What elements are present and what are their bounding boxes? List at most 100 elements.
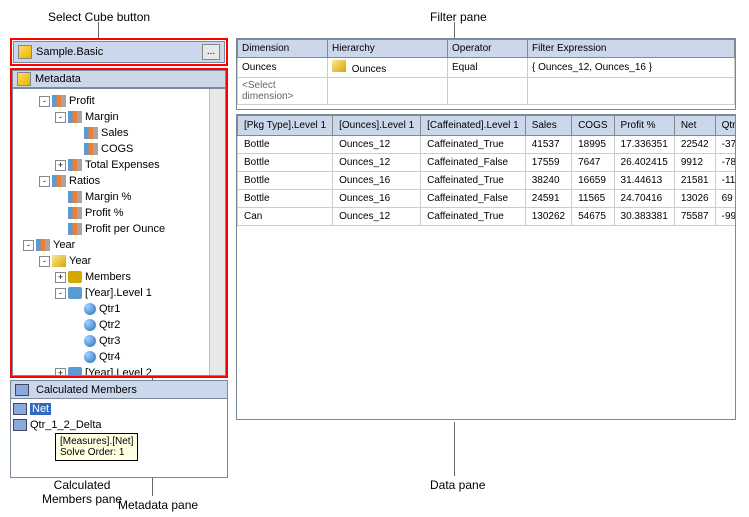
tree-node[interactable]: Qtr3 [13, 333, 225, 349]
i-dots-y-icon [68, 271, 82, 283]
tree-node[interactable]: COGS [13, 141, 225, 157]
table-row[interactable]: BottleOunces_16Caffeinated_True382401665… [238, 172, 737, 190]
expand-toggle[interactable]: - [23, 240, 34, 251]
tree-label: Sales [101, 127, 129, 139]
data-col-header[interactable]: Qtr_1_2_Delta [715, 116, 736, 136]
calc-item[interactable]: Net [13, 401, 225, 417]
table-row[interactable]: BottleOunces_12Caffeinated_False17559764… [238, 154, 737, 172]
select-cube-button[interactable]: ... [202, 44, 220, 60]
calc-item-icon [13, 403, 27, 415]
metadata-pane: Metadata -Profit-MarginSalesCOGS+Total E… [10, 68, 228, 378]
tree-node[interactable]: Profit % [13, 205, 225, 221]
i-bar-icon [52, 95, 66, 107]
expand-toggle[interactable]: + [55, 160, 66, 171]
i-sphere-icon [84, 335, 96, 347]
tree-label: Qtr1 [99, 303, 120, 315]
i-dots-b-icon [68, 367, 82, 376]
calc-body: Net Qtr_1_2_Delta [11, 399, 227, 435]
tree-node[interactable]: Sales [13, 125, 225, 141]
metadata-tree: -Profit-MarginSalesCOGS+Total Expenses-R… [13, 89, 225, 376]
right-column: Dimension Hierarchy Operator Filter Expr… [236, 38, 736, 420]
data-col-header[interactable]: [Ounces].Level 1 [333, 116, 421, 136]
table-row[interactable]: CanOunces_12Caffeinated_True130262546753… [238, 208, 737, 226]
metadata-header: Metadata [12, 70, 226, 88]
calc-icon [15, 384, 29, 396]
tree-node[interactable]: -[Year].Level 1 [13, 285, 225, 301]
tree-node[interactable]: + Members [13, 269, 225, 285]
data-table: [Pkg Type].Level 1[Ounces].Level 1[Caffe… [237, 115, 736, 226]
tree-node[interactable]: - Margin [13, 109, 225, 125]
tree-node[interactable]: +[Year].Level 2 [13, 365, 225, 376]
expand-toggle[interactable]: + [55, 272, 66, 283]
i-bar-icon [68, 111, 82, 123]
data-col-header[interactable]: [Caffeinated].Level 1 [421, 116, 526, 136]
annot-filter-pane: Filter pane [430, 10, 487, 24]
tree-label: Margin [85, 111, 119, 123]
data-col-header[interactable]: [Pkg Type].Level 1 [238, 116, 333, 136]
calc-item-icon [13, 419, 27, 431]
table-row[interactable]: BottleOunces_12Caffeinated_True415371899… [238, 136, 737, 154]
data-col-header[interactable]: Net [674, 116, 715, 136]
tree-label: Profit % [85, 207, 124, 219]
expand-toggle[interactable]: - [55, 288, 66, 299]
callout-line [98, 22, 99, 38]
expand-toggle[interactable]: + [55, 368, 66, 377]
expand-toggle[interactable]: - [39, 256, 50, 267]
tree-node[interactable]: - Year [13, 253, 225, 269]
tree-label: Members [85, 271, 131, 283]
expand-toggle[interactable]: - [39, 176, 50, 187]
hierarchy-icon [332, 60, 346, 72]
data-col-header[interactable]: Profit % [614, 116, 674, 136]
cube-icon [18, 45, 32, 59]
annot-data-pane: Data pane [430, 478, 485, 492]
tree-node[interactable]: Qtr2 [13, 317, 225, 333]
i-sphere-icon [84, 319, 96, 331]
tree-node[interactable]: Qtr1 [13, 301, 225, 317]
tree-label: Total Expenses [85, 159, 160, 171]
tree-label: COGS [101, 143, 133, 155]
filter-hdr-operator[interactable]: Operator [448, 40, 528, 58]
annot-calc-pane: Calculated Members pane [42, 478, 122, 506]
cube-name: Sample.Basic [36, 46, 103, 58]
tree-node[interactable]: - Ratios [13, 173, 225, 189]
i-fld-icon [52, 255, 66, 267]
annot-select-cube: Select Cube button [48, 10, 150, 24]
cube-bar: Sample.Basic ... [13, 41, 225, 63]
calc-item[interactable]: Qtr_1_2_Delta [13, 417, 225, 433]
table-row[interactable]: BottleOunces_16Caffeinated_False24591115… [238, 190, 737, 208]
tree-node[interactable]: Profit per Ounce [13, 221, 225, 237]
left-column: Sample.Basic ... Metadata -Profit-Margin… [10, 38, 228, 478]
callout-line [454, 422, 455, 476]
tree-node[interactable]: Margin % [13, 189, 225, 205]
data-col-header[interactable]: COGS [572, 116, 614, 136]
tree-node[interactable]: -Profit [13, 93, 225, 109]
tree-label: Qtr4 [99, 351, 120, 363]
calc-item-label: Qtr_1_2_Delta [30, 419, 102, 431]
tree-node[interactable]: -Year [13, 237, 225, 253]
expand-toggle[interactable]: - [55, 112, 66, 123]
filter-hdr-dimension[interactable]: Dimension [238, 40, 328, 58]
filter-hdr-hierarchy[interactable]: Hierarchy [328, 40, 448, 58]
tree-node[interactable]: + Total Expenses [13, 157, 225, 173]
annot-metadata-pane: Metadata pane [118, 498, 198, 512]
data-pane: [Pkg Type].Level 1[Ounces].Level 1[Caffe… [236, 114, 736, 420]
select-cube-region: Sample.Basic ... [10, 38, 228, 66]
filter-row[interactable]: Ounces Ounces Equal { Ounces_12, Ounces_… [238, 58, 735, 78]
tree-node[interactable]: Qtr4 [13, 349, 225, 365]
calculated-members-pane: Calculated Members Net Qtr_1_2_Delta [Mea… [10, 380, 228, 478]
filter-hdr-expression[interactable]: Filter Expression [528, 40, 735, 58]
calc-tooltip: [Measures].[Net] Solve Order: 1 [55, 433, 138, 461]
tree-label: Year [69, 255, 91, 267]
expand-toggle[interactable]: - [39, 96, 50, 107]
tree-scrollbar[interactable] [209, 89, 225, 375]
metadata-icon [17, 72, 31, 86]
i-bar-icon [68, 223, 82, 235]
callout-line [454, 22, 455, 38]
filter-table: Dimension Hierarchy Operator Filter Expr… [237, 39, 735, 105]
tree-label: Qtr3 [99, 335, 120, 347]
tree-label: Ratios [69, 175, 100, 187]
data-col-header[interactable]: Sales [525, 116, 571, 136]
i-sphere-icon [84, 303, 96, 315]
filter-placeholder-row[interactable]: <Select dimension> [238, 78, 735, 105]
calc-header: Calculated Members [11, 381, 227, 399]
